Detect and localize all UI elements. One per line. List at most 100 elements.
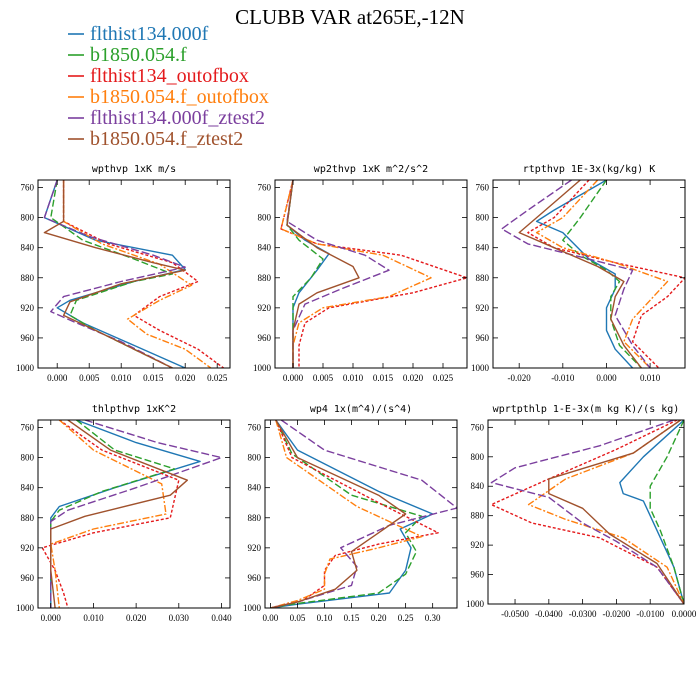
- y-tick-label: 840: [258, 243, 272, 253]
- x-tick-label: 0.005: [79, 373, 100, 383]
- y-tick-label: 1000: [16, 603, 35, 613]
- y-tick-label: 920: [21, 543, 35, 553]
- series-line: [270, 420, 457, 608]
- legend-entry: b1850.054.f_outofbox: [90, 86, 269, 108]
- plot-frame: [274, 179, 468, 369]
- y-tick-label: 920: [21, 303, 35, 313]
- y-tick-label: 800: [476, 213, 490, 223]
- series-line: [270, 420, 423, 608]
- y-tick-label: 760: [248, 423, 262, 433]
- y-tick-label: 880: [248, 513, 262, 523]
- series-line: [50, 420, 188, 608]
- series-line: [548, 420, 684, 604]
- figure-title: CLUBB VAR at265E,-12N: [235, 5, 465, 29]
- x-tick-label: 0.000: [596, 373, 617, 383]
- y-tick-label: 960: [258, 333, 272, 343]
- series-line: [518, 180, 642, 368]
- y-tick-label: 760: [21, 423, 35, 433]
- x-tick-label: 0.025: [433, 373, 454, 383]
- y-tick-label: 920: [476, 303, 490, 313]
- series-line: [286, 180, 390, 368]
- x-tick-label: 0.030: [169, 613, 190, 623]
- panel-title: wp2thvp 1xK m^2/s^2: [314, 164, 428, 175]
- plot-frame: [487, 419, 685, 605]
- legend-entry: flthist134_outofbox: [90, 65, 249, 87]
- y-tick-label: 880: [476, 273, 490, 283]
- legend: flthist134.000fb1850.054.fflthist134_out…: [68, 23, 269, 150]
- x-tick-label: 0.020: [175, 373, 196, 383]
- y-tick-label: 840: [21, 243, 35, 253]
- plot-frame: [37, 179, 231, 369]
- plot-frame: [492, 179, 686, 369]
- x-tick-label: 0.0000: [672, 609, 697, 619]
- y-tick-label: 840: [471, 481, 485, 491]
- y-tick-label: 760: [476, 183, 490, 193]
- chart-panel: thlpthvp 1xK^2 760 800 840 880 920 960 1000 0.00…: [16, 404, 232, 623]
- y-tick-label: 1000: [243, 603, 262, 613]
- y-tick-label: 960: [21, 333, 35, 343]
- y-tick-label: 880: [471, 511, 485, 521]
- plot-frame: [37, 419, 231, 609]
- series-line: [649, 420, 684, 604]
- series-line: [527, 420, 684, 604]
- y-tick-label: 920: [471, 540, 485, 550]
- x-tick-label: 0.000: [283, 373, 304, 383]
- panel-title: thlpthvp 1xK^2: [92, 404, 176, 415]
- y-tick-label: 1000: [466, 599, 485, 609]
- series-line: [286, 180, 360, 368]
- x-tick-label: 0.010: [343, 373, 364, 383]
- series-line: [270, 420, 434, 608]
- x-tick-label: 0.025: [207, 373, 228, 383]
- series-line: [490, 420, 684, 604]
- x-tick-label: 0.000: [47, 373, 68, 383]
- x-tick-label: -0.010: [551, 373, 575, 383]
- y-tick-label: 800: [21, 453, 35, 463]
- y-tick-label: 840: [21, 483, 35, 493]
- series-line: [50, 420, 201, 608]
- y-tick-label: 800: [258, 213, 272, 223]
- y-tick-label: 800: [248, 453, 262, 463]
- series-line: [62, 180, 212, 368]
- legend-entry: flthist134.000f: [90, 23, 209, 45]
- y-tick-label: 760: [258, 183, 272, 193]
- series-line: [270, 420, 423, 608]
- chart-panel: wp4 1x(m^4)/(s^4)76080084088092096010000…: [243, 404, 458, 623]
- x-tick-label: 0.010: [111, 373, 132, 383]
- x-tick-label: 0.25: [398, 613, 414, 623]
- x-tick-label: 0.05: [290, 613, 306, 623]
- panel-title: wpthvp 1xK m/s: [92, 164, 176, 175]
- legend-entry: b1850.054.f: [90, 44, 187, 66]
- y-tick-label: 960: [21, 573, 35, 583]
- series-line: [62, 180, 225, 368]
- y-tick-label: 1000: [16, 363, 35, 373]
- x-tick-label: 0.010: [640, 373, 661, 383]
- x-tick-label: 0.010: [83, 613, 104, 623]
- y-tick-label: 1000: [253, 363, 272, 373]
- series-line: [270, 420, 439, 608]
- panel-title: wp4 1x(m^4)/(s^4): [310, 404, 412, 415]
- chart-panel: wp2thvp 1xK m^2/s^2 760 800 840 880 920 960 100…: [253, 164, 468, 383]
- chart-panel: wprtpthlp 1-E-3x(m kg K)/(s kg) 760 800 840…: [466, 404, 697, 619]
- series-line: [41, 420, 180, 608]
- panel-title: rtpthvp 1E-3x(kg/kg) K: [523, 164, 655, 175]
- x-tick-label: 0.000: [41, 613, 62, 623]
- x-tick-label: 0.00: [263, 613, 279, 623]
- panels: wpthvp 1xK m/s76080084088092096010000.00…: [16, 164, 697, 623]
- x-tick-label: -0.0200: [603, 609, 631, 619]
- y-tick-label: 840: [248, 483, 262, 493]
- series-line: [535, 180, 669, 368]
- y-tick-label: 920: [248, 543, 262, 553]
- series-line: [50, 420, 223, 608]
- x-tick-label: 0.020: [403, 373, 424, 383]
- x-tick-label: 0.20: [371, 613, 387, 623]
- y-tick-label: 800: [471, 452, 485, 462]
- series-line: [501, 180, 651, 368]
- y-tick-label: 960: [248, 573, 262, 583]
- panel-title: wprtpthlp 1-E-3x(m kg K)/(s kg): [493, 404, 680, 415]
- legend-entry: b1850.054.f_ztest2: [90, 128, 243, 150]
- chart-panel: wpthvp 1xK m/s 760 800 840 880 920 960 1000 0.00…: [16, 164, 231, 383]
- series-line: [270, 420, 407, 608]
- series-line: [490, 420, 684, 604]
- series-line: [527, 180, 685, 368]
